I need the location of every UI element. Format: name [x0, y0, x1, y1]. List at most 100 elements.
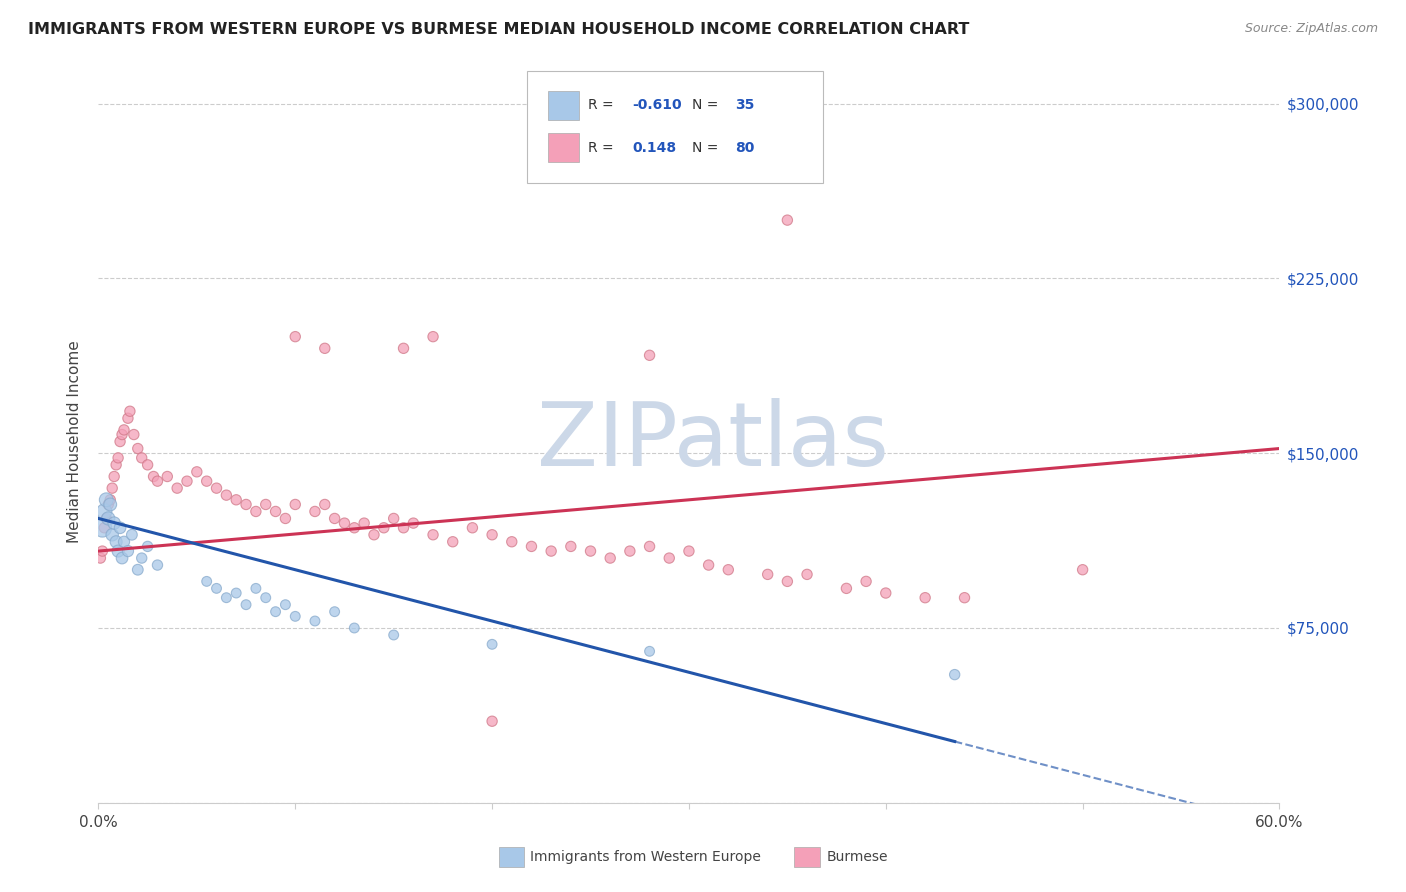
- Text: 80: 80: [735, 141, 755, 155]
- Point: [186, 465, 208, 479]
- Point: [264, 504, 287, 518]
- Point: [127, 563, 149, 577]
- Point: [245, 504, 267, 518]
- Point: [323, 605, 346, 619]
- Point: [107, 450, 129, 465]
- Point: [343, 521, 366, 535]
- Point: [108, 521, 131, 535]
- Point: [205, 481, 228, 495]
- Point: [93, 504, 115, 518]
- Point: [599, 551, 621, 566]
- Point: [103, 469, 125, 483]
- Point: [717, 563, 740, 577]
- Point: [638, 540, 661, 554]
- Point: [422, 528, 444, 542]
- Point: [776, 574, 799, 589]
- Point: [481, 528, 503, 542]
- Text: N =: N =: [692, 141, 723, 155]
- Point: [195, 574, 218, 589]
- Point: [225, 586, 247, 600]
- Point: [717, 148, 740, 162]
- Point: [117, 544, 139, 558]
- Point: [97, 511, 120, 525]
- Text: -0.610: -0.610: [633, 98, 682, 112]
- Point: [678, 167, 700, 181]
- Point: [235, 598, 257, 612]
- Point: [122, 427, 145, 442]
- Point: [136, 458, 159, 472]
- Point: [274, 598, 297, 612]
- Point: [382, 628, 405, 642]
- Point: [314, 341, 336, 355]
- Point: [195, 474, 218, 488]
- Point: [441, 534, 464, 549]
- Point: [103, 516, 125, 530]
- Point: [776, 213, 799, 227]
- Point: [215, 488, 238, 502]
- Point: [658, 551, 681, 566]
- Point: [284, 609, 307, 624]
- Point: [353, 516, 375, 530]
- Point: [323, 511, 346, 525]
- Text: Immigrants from Western Europe: Immigrants from Western Europe: [530, 850, 761, 864]
- Point: [953, 591, 976, 605]
- Point: [382, 511, 405, 525]
- Point: [245, 582, 267, 596]
- Point: [875, 586, 897, 600]
- Point: [121, 528, 143, 542]
- Point: [579, 544, 602, 558]
- Point: [118, 404, 141, 418]
- Point: [111, 427, 134, 442]
- Point: [225, 492, 247, 507]
- Point: [392, 521, 415, 535]
- Point: [1071, 563, 1094, 577]
- Point: [560, 540, 582, 554]
- Point: [619, 544, 641, 558]
- Point: [333, 516, 356, 530]
- Point: [146, 474, 169, 488]
- Point: [402, 516, 425, 530]
- Point: [97, 498, 120, 512]
- Text: 35: 35: [735, 98, 755, 112]
- Point: [101, 481, 124, 495]
- Point: [501, 534, 523, 549]
- Point: [392, 341, 415, 355]
- Point: [697, 558, 720, 572]
- Text: 0.148: 0.148: [633, 141, 676, 155]
- Text: IMMIGRANTS FROM WESTERN EUROPE VS BURMESE MEDIAN HOUSEHOLD INCOME CORRELATION CH: IMMIGRANTS FROM WESTERN EUROPE VS BURMES…: [28, 22, 970, 37]
- Point: [93, 521, 115, 535]
- Point: [136, 540, 159, 554]
- Point: [108, 434, 131, 449]
- Point: [540, 544, 562, 558]
- Point: [756, 567, 779, 582]
- Point: [422, 329, 444, 343]
- Point: [373, 521, 395, 535]
- Point: [638, 348, 661, 362]
- Point: [131, 450, 153, 465]
- Point: [91, 521, 114, 535]
- Point: [112, 423, 135, 437]
- Point: [284, 498, 307, 512]
- Point: [166, 481, 188, 495]
- Point: [146, 558, 169, 572]
- Point: [107, 544, 129, 558]
- Point: [461, 521, 484, 535]
- Point: [142, 469, 165, 483]
- Point: [796, 567, 818, 582]
- Point: [304, 614, 326, 628]
- Point: [314, 498, 336, 512]
- Point: [284, 329, 307, 343]
- Text: Burmese: Burmese: [827, 850, 889, 864]
- Text: R =: R =: [588, 98, 617, 112]
- Text: Source: ZipAtlas.com: Source: ZipAtlas.com: [1244, 22, 1378, 36]
- Point: [343, 621, 366, 635]
- Point: [235, 498, 257, 512]
- Point: [914, 591, 936, 605]
- Point: [105, 534, 128, 549]
- Point: [111, 551, 134, 566]
- Point: [254, 498, 277, 512]
- Point: [835, 582, 858, 596]
- Point: [101, 528, 124, 542]
- Point: [176, 474, 198, 488]
- Point: [363, 528, 385, 542]
